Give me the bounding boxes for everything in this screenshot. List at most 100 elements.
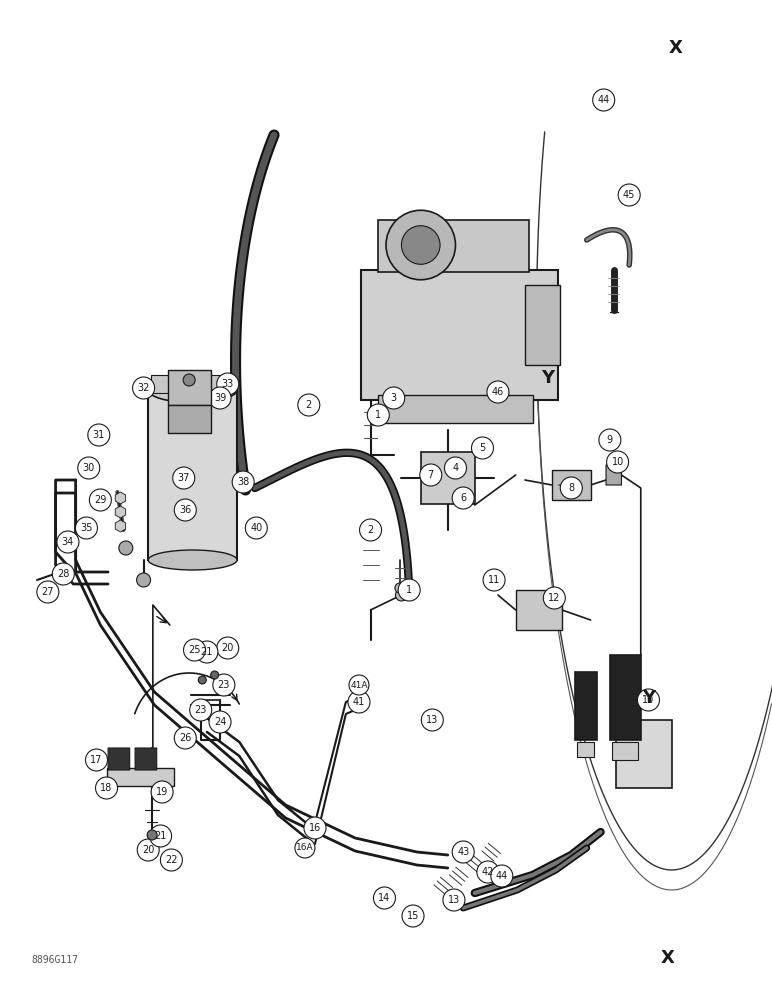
Text: 37: 37 bbox=[178, 473, 190, 483]
Text: 22: 22 bbox=[165, 855, 178, 865]
Text: 42: 42 bbox=[482, 867, 494, 877]
Text: 44: 44 bbox=[598, 95, 610, 105]
Circle shape bbox=[174, 727, 196, 749]
Circle shape bbox=[196, 641, 218, 663]
Text: X: X bbox=[661, 949, 675, 967]
Text: Y: Y bbox=[642, 689, 655, 707]
Circle shape bbox=[96, 777, 117, 799]
Circle shape bbox=[213, 674, 235, 696]
Circle shape bbox=[395, 583, 405, 593]
Circle shape bbox=[211, 671, 218, 679]
Text: 17: 17 bbox=[90, 755, 103, 765]
Text: 3: 3 bbox=[391, 393, 397, 403]
Circle shape bbox=[151, 781, 173, 803]
FancyBboxPatch shape bbox=[151, 375, 234, 393]
Circle shape bbox=[209, 387, 231, 409]
Text: 24: 24 bbox=[214, 717, 226, 727]
Text: 8896G117: 8896G117 bbox=[31, 955, 78, 965]
Circle shape bbox=[137, 573, 151, 587]
Text: 28: 28 bbox=[57, 569, 69, 579]
Text: 15: 15 bbox=[407, 911, 419, 921]
Circle shape bbox=[386, 210, 455, 280]
Text: 9: 9 bbox=[607, 435, 613, 445]
Circle shape bbox=[304, 817, 326, 839]
Text: 33: 33 bbox=[222, 379, 234, 389]
Circle shape bbox=[119, 541, 133, 555]
Circle shape bbox=[374, 887, 395, 909]
Text: 12: 12 bbox=[548, 593, 560, 603]
Circle shape bbox=[618, 184, 640, 206]
Circle shape bbox=[217, 637, 239, 659]
Circle shape bbox=[360, 519, 381, 541]
Text: 25: 25 bbox=[188, 645, 201, 655]
Text: 21: 21 bbox=[154, 831, 167, 841]
FancyBboxPatch shape bbox=[108, 748, 130, 770]
Text: 11: 11 bbox=[488, 575, 500, 585]
Circle shape bbox=[638, 689, 659, 711]
Text: 41A: 41A bbox=[350, 680, 367, 690]
Text: 16: 16 bbox=[309, 823, 321, 833]
FancyBboxPatch shape bbox=[616, 720, 672, 788]
Text: 36: 36 bbox=[179, 505, 191, 515]
Text: 21: 21 bbox=[201, 647, 213, 657]
Circle shape bbox=[472, 437, 493, 459]
Text: 14: 14 bbox=[378, 893, 391, 903]
FancyBboxPatch shape bbox=[378, 395, 533, 423]
Circle shape bbox=[593, 89, 615, 111]
Circle shape bbox=[367, 404, 389, 426]
FancyBboxPatch shape bbox=[421, 452, 475, 504]
FancyBboxPatch shape bbox=[168, 405, 211, 433]
Circle shape bbox=[245, 517, 267, 539]
Circle shape bbox=[443, 889, 465, 911]
Circle shape bbox=[452, 487, 474, 509]
Text: 26: 26 bbox=[179, 733, 191, 743]
Circle shape bbox=[52, 563, 74, 585]
FancyBboxPatch shape bbox=[552, 470, 591, 500]
Text: 1: 1 bbox=[375, 410, 381, 420]
Circle shape bbox=[401, 226, 440, 264]
Text: 30: 30 bbox=[83, 463, 95, 473]
Circle shape bbox=[477, 861, 499, 883]
FancyBboxPatch shape bbox=[135, 748, 157, 770]
Text: X: X bbox=[669, 39, 682, 57]
Circle shape bbox=[76, 517, 97, 539]
Circle shape bbox=[349, 675, 369, 695]
Circle shape bbox=[543, 587, 565, 609]
Circle shape bbox=[383, 387, 405, 409]
Text: 7: 7 bbox=[428, 470, 434, 480]
Text: 27: 27 bbox=[42, 587, 54, 597]
Text: 45: 45 bbox=[623, 190, 635, 200]
FancyBboxPatch shape bbox=[168, 370, 211, 405]
Circle shape bbox=[173, 467, 195, 489]
Circle shape bbox=[560, 477, 582, 499]
Circle shape bbox=[607, 451, 628, 473]
Circle shape bbox=[184, 639, 205, 661]
FancyBboxPatch shape bbox=[612, 742, 638, 760]
Circle shape bbox=[57, 531, 79, 553]
Circle shape bbox=[150, 825, 171, 847]
Circle shape bbox=[599, 429, 621, 451]
Text: 23: 23 bbox=[218, 680, 230, 690]
Text: 18: 18 bbox=[100, 783, 113, 793]
Circle shape bbox=[198, 676, 206, 684]
Text: 38: 38 bbox=[237, 477, 249, 487]
FancyBboxPatch shape bbox=[361, 270, 558, 400]
Text: 10: 10 bbox=[642, 695, 655, 705]
Circle shape bbox=[78, 457, 100, 479]
Ellipse shape bbox=[148, 377, 237, 402]
Text: 43: 43 bbox=[457, 847, 469, 857]
Circle shape bbox=[217, 373, 239, 395]
FancyBboxPatch shape bbox=[516, 590, 562, 630]
Circle shape bbox=[161, 849, 182, 871]
Text: 1: 1 bbox=[406, 585, 412, 595]
FancyBboxPatch shape bbox=[107, 768, 174, 786]
Text: 20: 20 bbox=[142, 845, 154, 855]
Circle shape bbox=[232, 471, 254, 493]
FancyBboxPatch shape bbox=[606, 465, 621, 485]
Text: 46: 46 bbox=[492, 387, 504, 397]
Circle shape bbox=[147, 830, 157, 840]
Circle shape bbox=[174, 499, 196, 521]
Text: 10: 10 bbox=[611, 457, 624, 467]
Text: 39: 39 bbox=[214, 393, 226, 403]
FancyBboxPatch shape bbox=[525, 285, 560, 365]
